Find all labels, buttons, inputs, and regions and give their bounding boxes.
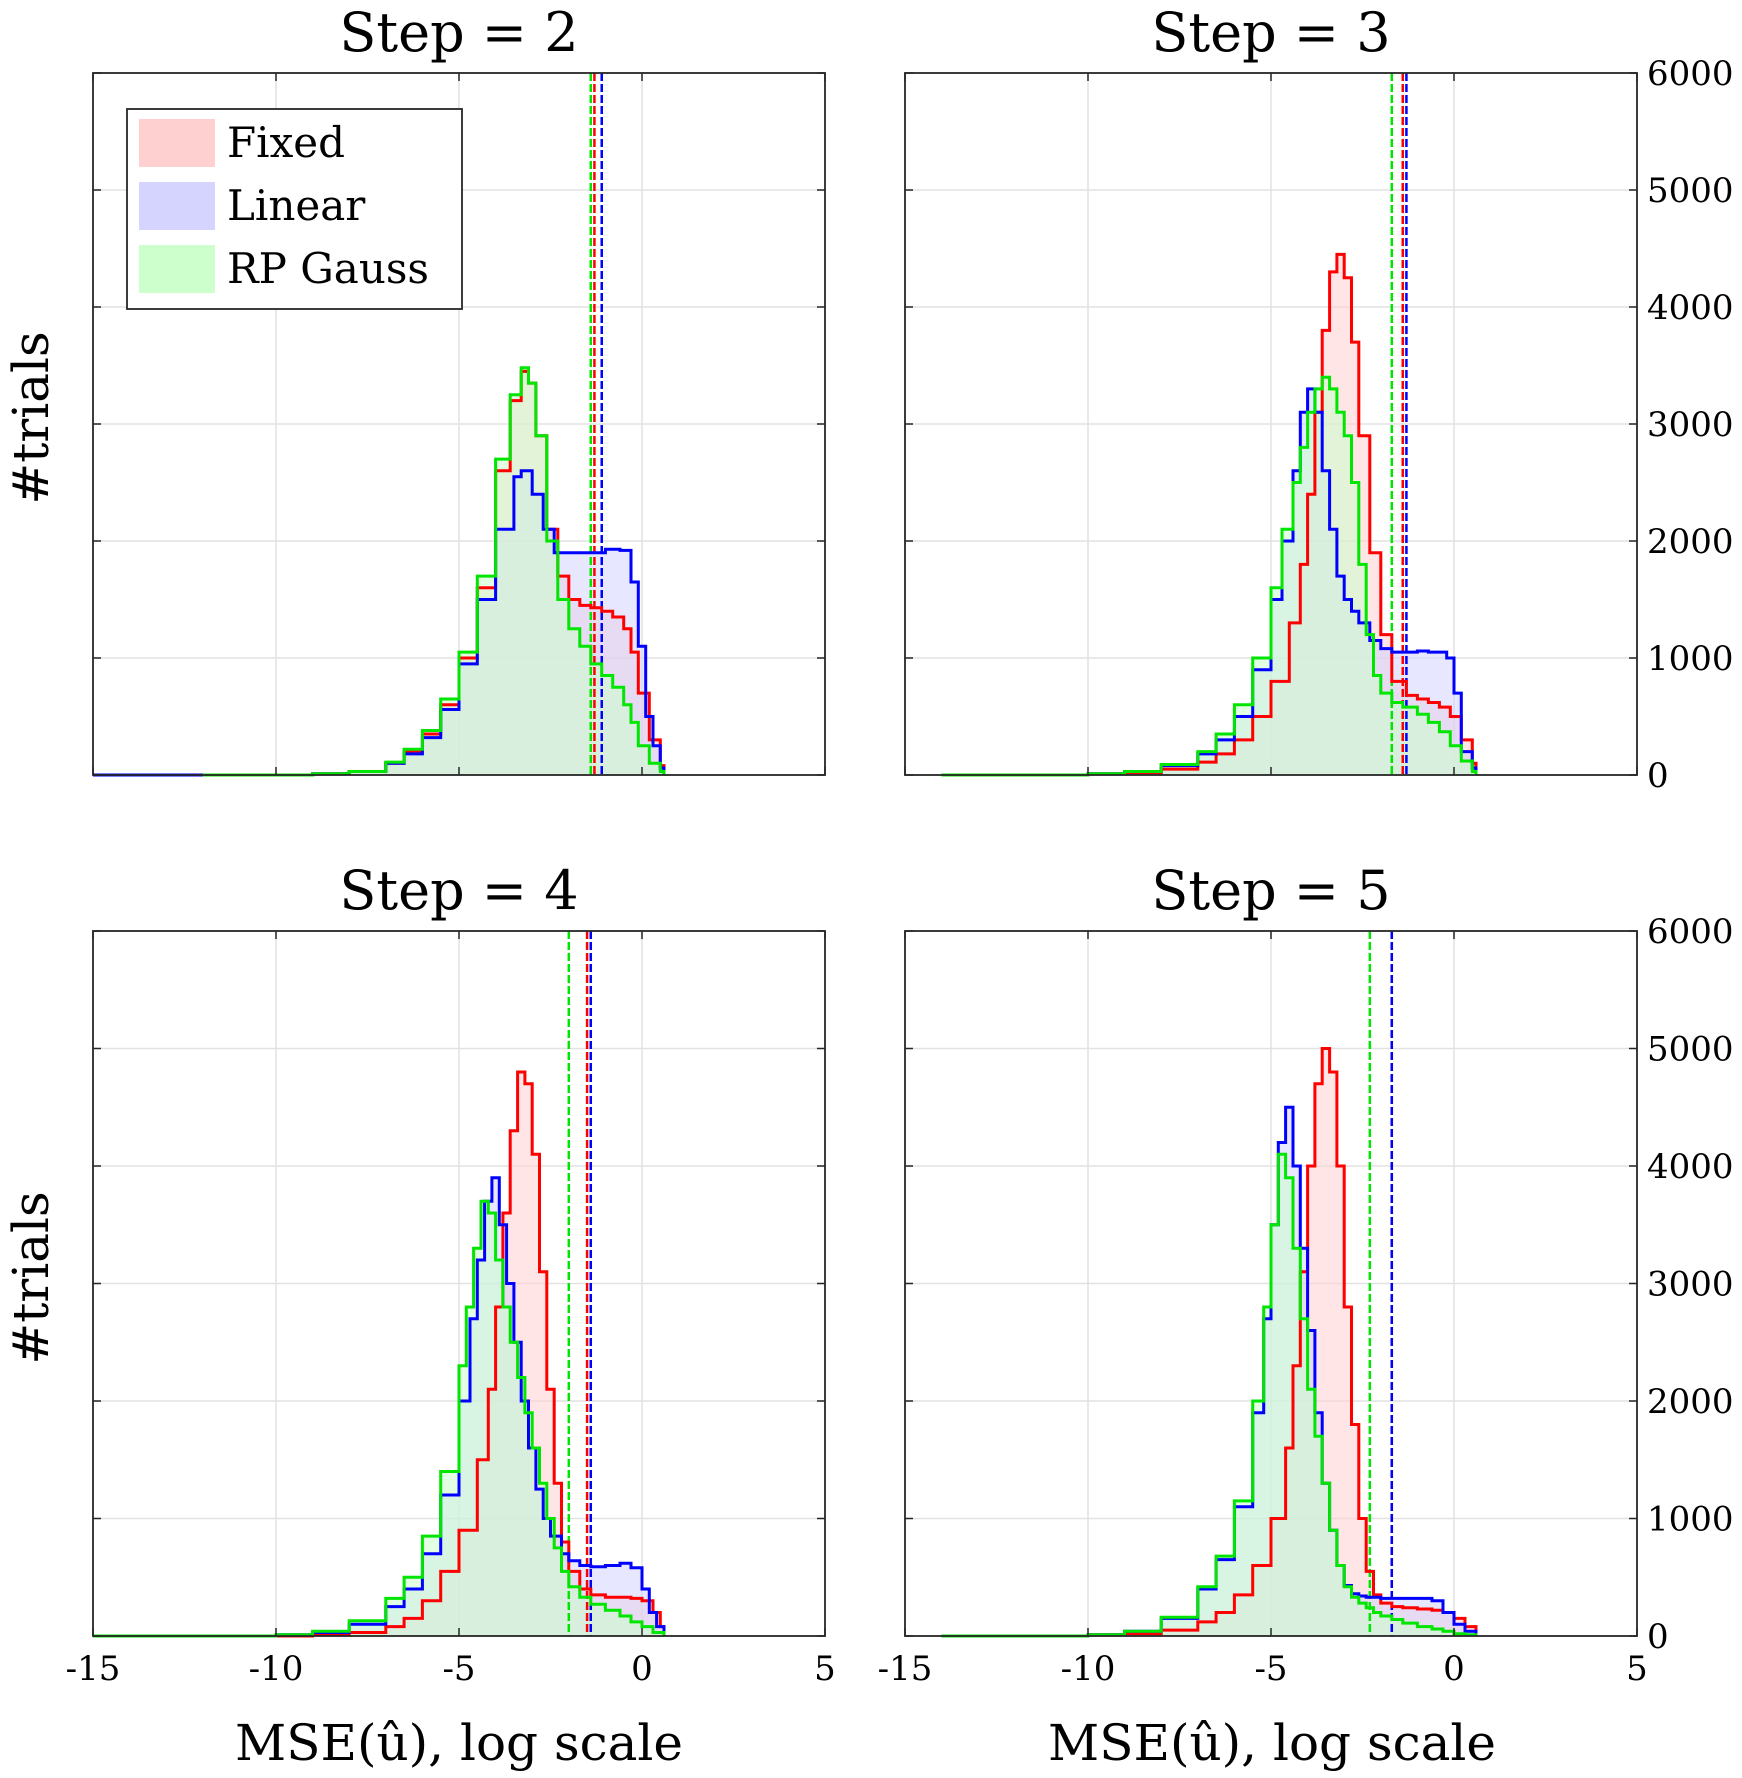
panel-step-2: Step = 2 Fixed Linear RP Gauss [92,1,826,777]
legend-swatch-fixed [139,119,215,167]
legend-swatch-rp-gauss [139,245,215,293]
hist-line-rp-gauss [941,375,1478,777]
hist-line-fixed [941,252,1478,777]
x-axis-label-left: MSE(û), log scale [235,1714,683,1772]
y-tick-label: 0 [1647,756,1669,796]
panel-step-3: 0 1000 2000 3000 4000 5000 6000 Step = 3 [904,1,1734,796]
x-tick-label: 5 [1626,1649,1648,1689]
y-tick-label: 1000 [1647,1500,1734,1540]
y-axis-label-top: #trials [2,331,60,504]
legend: Fixed Linear RP Gauss [126,108,463,310]
x-tick-label: -15 [878,1649,933,1689]
x-tick-label: 5 [814,1649,836,1689]
x-tick-label: 0 [631,1649,653,1689]
y-tick-label: 4000 [1647,288,1734,328]
x-axis-label-right: MSE(û), log scale [1048,1714,1496,1772]
panel-step-5: -15 -10 -5 0 50100020003000400050006000Step … [878,859,1734,1689]
chart-title: Step = 5 [1151,859,1390,922]
hist-line-rp-gauss [202,366,666,777]
legend-label-linear: Linear [227,181,366,230]
y-tick-label: 3000 [1647,1265,1734,1305]
x-tick-label: 0 [1443,1649,1465,1689]
x-tick-label: -10 [1061,1649,1116,1689]
y-tick-label: 6000 [1647,54,1734,94]
x-tick-label: -10 [249,1649,304,1689]
y-tick-label: 5000 [1647,171,1734,211]
x-tick-label: -15 [66,1649,121,1689]
y-tick-label: 1000 [1647,639,1734,679]
chart-title: Step = 3 [1151,1,1390,64]
x-tick-label: -5 [1254,1649,1287,1689]
hist-line-fixed [93,1070,666,1638]
legend-swatch-linear [139,182,215,230]
y-tick-label: 2000 [1647,1382,1734,1422]
hist-fill-rp-gauss [93,1201,664,1636]
hist-fill-rp-gauss [202,367,665,775]
legend-label-fixed: Fixed [227,118,345,167]
y-tick-label: 4000 [1647,1147,1734,1187]
y-tick-label: 5000 [1647,1030,1734,1070]
chart-title: Step = 2 [339,1,578,64]
hist-fill-fixed [941,1048,1476,1636]
hist-fill-rp-gauss [941,377,1476,775]
y-tick-label: 6000 [1647,912,1734,952]
x-tick-label: -5 [442,1649,475,1689]
panel-step-4: -15 -10 -5 0 5 Step = 4 [66,859,836,1689]
y-tick-label: 0 [1647,1617,1669,1657]
hist-line-linear [941,1105,1478,1638]
y-tick-label: 2000 [1647,522,1734,562]
hist-line-fixed [941,1047,1478,1638]
hist-line-rp-gauss [93,1199,666,1638]
y-axis-label-bottom: #trials [2,1191,60,1364]
hist-line-rp-gauss [941,1152,1478,1638]
chart-title: Step = 4 [339,859,578,922]
legend-label-rp-gauss: RP Gauss [227,244,429,293]
y-tick-label: 3000 [1647,405,1734,445]
